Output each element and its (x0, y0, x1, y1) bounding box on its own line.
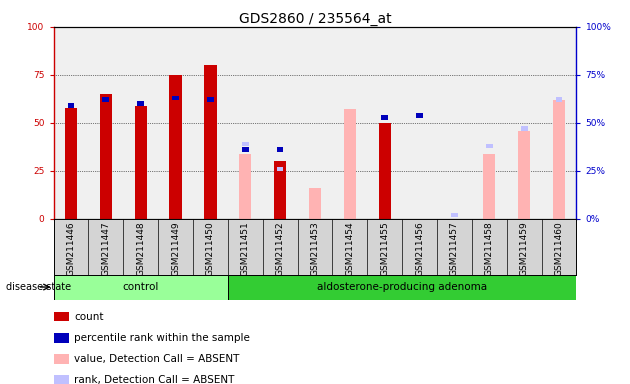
Bar (553, 100, 565, 219)
Bar (277, 167, 284, 171)
Text: rank, Detection Call = ABSENT: rank, Detection Call = ABSENT (74, 375, 235, 384)
Bar (416, 113, 423, 118)
Bar (381, 115, 388, 119)
Text: GSM211452: GSM211452 (276, 222, 285, 276)
Text: GSM211449: GSM211449 (171, 222, 180, 276)
Text: GSM211459: GSM211459 (520, 222, 529, 276)
Bar (277, 147, 284, 152)
Text: control: control (122, 282, 159, 292)
Bar (344, 109, 356, 219)
Text: percentile rank within the sample: percentile rank within the sample (74, 333, 250, 343)
Text: GSM211456: GSM211456 (415, 222, 424, 276)
Bar (486, 144, 493, 148)
Text: GSM211453: GSM211453 (311, 222, 319, 276)
Text: aldosterone-producing adenoma: aldosterone-producing adenoma (317, 282, 487, 292)
Bar (204, 65, 217, 219)
Text: GSM211448: GSM211448 (136, 222, 145, 276)
Text: GSM211446: GSM211446 (67, 222, 76, 276)
Text: GSM211451: GSM211451 (241, 222, 249, 276)
Text: GSM211457: GSM211457 (450, 222, 459, 276)
Bar (274, 161, 286, 219)
Bar (242, 147, 249, 152)
Text: GSM211458: GSM211458 (485, 222, 494, 276)
Bar (556, 98, 563, 102)
Bar (169, 75, 181, 219)
Bar (207, 98, 214, 102)
Bar (137, 101, 144, 106)
Text: GSM211455: GSM211455 (381, 222, 389, 276)
Title: GDS2860 / 235564_at: GDS2860 / 235564_at (239, 12, 391, 26)
Bar (483, 154, 495, 219)
Bar (228, 275, 576, 300)
Bar (172, 96, 179, 100)
Bar (379, 123, 391, 219)
Bar (100, 94, 112, 219)
Text: value, Detection Call = ABSENT: value, Detection Call = ABSENT (74, 354, 239, 364)
Text: disease state: disease state (6, 282, 71, 292)
Bar (65, 108, 77, 219)
Bar (103, 98, 109, 102)
Bar (344, 123, 356, 219)
Bar (239, 154, 251, 219)
Bar (451, 213, 458, 217)
Bar (451, 213, 458, 217)
Text: count: count (74, 312, 104, 322)
Bar (67, 103, 74, 108)
Text: GSM211447: GSM211447 (101, 222, 110, 276)
Bar (242, 142, 249, 146)
Bar (309, 188, 321, 219)
Text: GSM211450: GSM211450 (206, 222, 215, 276)
Bar (518, 131, 530, 219)
Bar (135, 106, 147, 219)
Text: GSM211454: GSM211454 (345, 222, 354, 276)
Bar (54, 275, 228, 300)
Bar (521, 126, 527, 131)
Text: GSM211460: GSM211460 (554, 222, 563, 276)
